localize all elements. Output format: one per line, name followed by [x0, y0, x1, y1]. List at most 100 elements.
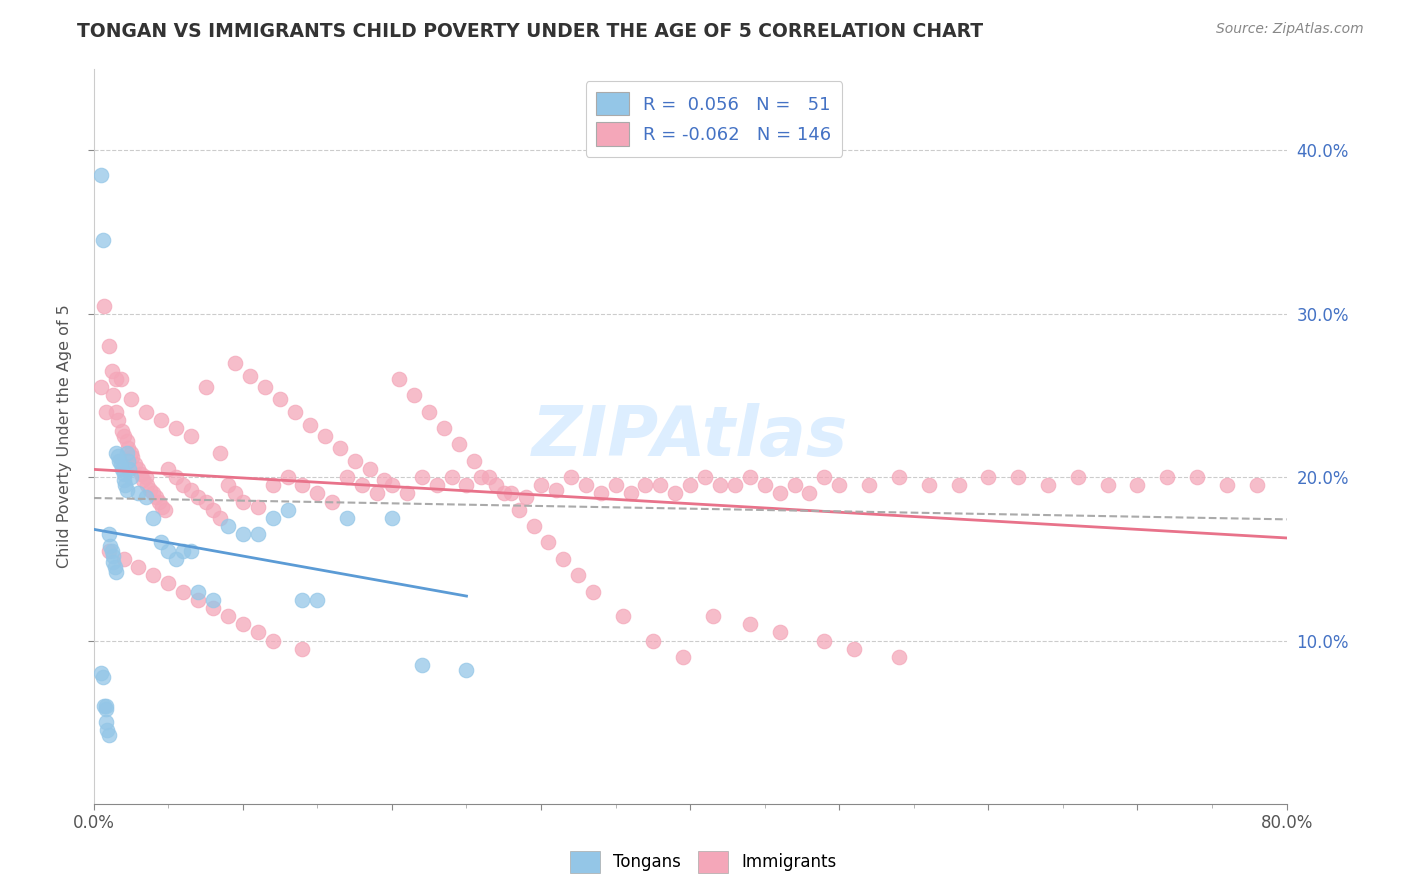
Point — [447, 437, 470, 451]
Point — [373, 474, 395, 488]
Point — [948, 478, 970, 492]
Point — [180, 429, 202, 443]
Point — [93, 298, 115, 312]
Point — [111, 425, 134, 439]
Point — [135, 490, 157, 504]
Point — [101, 388, 124, 402]
Point — [768, 486, 790, 500]
Point — [887, 470, 910, 484]
Point — [187, 584, 209, 599]
Point — [194, 494, 217, 508]
Point — [157, 543, 180, 558]
Point — [844, 641, 866, 656]
Point — [783, 478, 806, 492]
Point — [201, 592, 224, 607]
Point — [139, 483, 162, 498]
Point — [575, 478, 598, 492]
Point — [478, 470, 501, 484]
Point — [94, 715, 117, 730]
Point — [115, 483, 138, 498]
Point — [404, 388, 426, 402]
Point — [418, 405, 440, 419]
Point — [94, 405, 117, 419]
Point — [530, 478, 553, 492]
Point — [91, 233, 114, 247]
Point — [101, 555, 124, 569]
Point — [291, 641, 314, 656]
Point — [172, 584, 194, 599]
Point — [107, 413, 129, 427]
Point — [411, 470, 433, 484]
Point — [96, 723, 118, 738]
Point — [91, 669, 114, 683]
Point — [269, 392, 291, 406]
Text: Source: ZipAtlas.com: Source: ZipAtlas.com — [1216, 22, 1364, 37]
Point — [157, 462, 180, 476]
Point — [209, 511, 232, 525]
Point — [1126, 478, 1149, 492]
Point — [1156, 470, 1178, 484]
Point — [359, 462, 381, 476]
Point — [887, 649, 910, 664]
Point — [381, 511, 404, 525]
Point — [105, 565, 128, 579]
Point — [702, 609, 724, 624]
Point — [738, 617, 761, 632]
Point — [90, 380, 112, 394]
Point — [150, 500, 173, 514]
Point — [366, 486, 388, 500]
Point — [217, 478, 239, 492]
Point — [187, 490, 209, 504]
Point — [124, 457, 146, 471]
Point — [426, 478, 449, 492]
Point — [284, 405, 307, 419]
Point — [381, 478, 404, 492]
Point — [307, 486, 329, 500]
Point — [544, 483, 567, 498]
Point — [679, 478, 702, 492]
Point — [813, 633, 835, 648]
Point — [336, 511, 359, 525]
Point — [115, 434, 138, 449]
Point — [187, 592, 209, 607]
Point — [693, 470, 716, 484]
Point — [918, 478, 941, 492]
Point — [135, 470, 157, 484]
Point — [105, 405, 128, 419]
Point — [485, 478, 508, 492]
Point — [145, 490, 167, 504]
Point — [605, 478, 627, 492]
Point — [112, 474, 135, 488]
Point — [314, 429, 336, 443]
Point — [155, 503, 177, 517]
Point — [107, 449, 129, 463]
Point — [172, 543, 194, 558]
Point — [738, 470, 761, 484]
Point — [224, 356, 246, 370]
Point — [352, 478, 374, 492]
Legend: R =  0.056   N =   51, R = -0.062   N = 146: R = 0.056 N = 51, R = -0.062 N = 146 — [586, 81, 842, 156]
Point — [120, 470, 142, 484]
Point — [463, 454, 485, 468]
Point — [131, 467, 153, 481]
Point — [508, 503, 530, 517]
Point — [329, 441, 352, 455]
Point — [97, 543, 120, 558]
Point — [148, 494, 170, 508]
Point — [217, 519, 239, 533]
Point — [132, 474, 155, 488]
Point — [1097, 478, 1119, 492]
Point — [858, 478, 880, 492]
Point — [1185, 470, 1208, 484]
Point — [307, 592, 329, 607]
Point — [582, 584, 605, 599]
Point — [117, 441, 139, 455]
Point — [492, 486, 515, 500]
Point — [108, 454, 131, 468]
Point — [456, 663, 478, 677]
Point — [1007, 470, 1029, 484]
Point — [515, 490, 537, 504]
Point — [165, 551, 187, 566]
Point — [1067, 470, 1090, 484]
Point — [112, 429, 135, 443]
